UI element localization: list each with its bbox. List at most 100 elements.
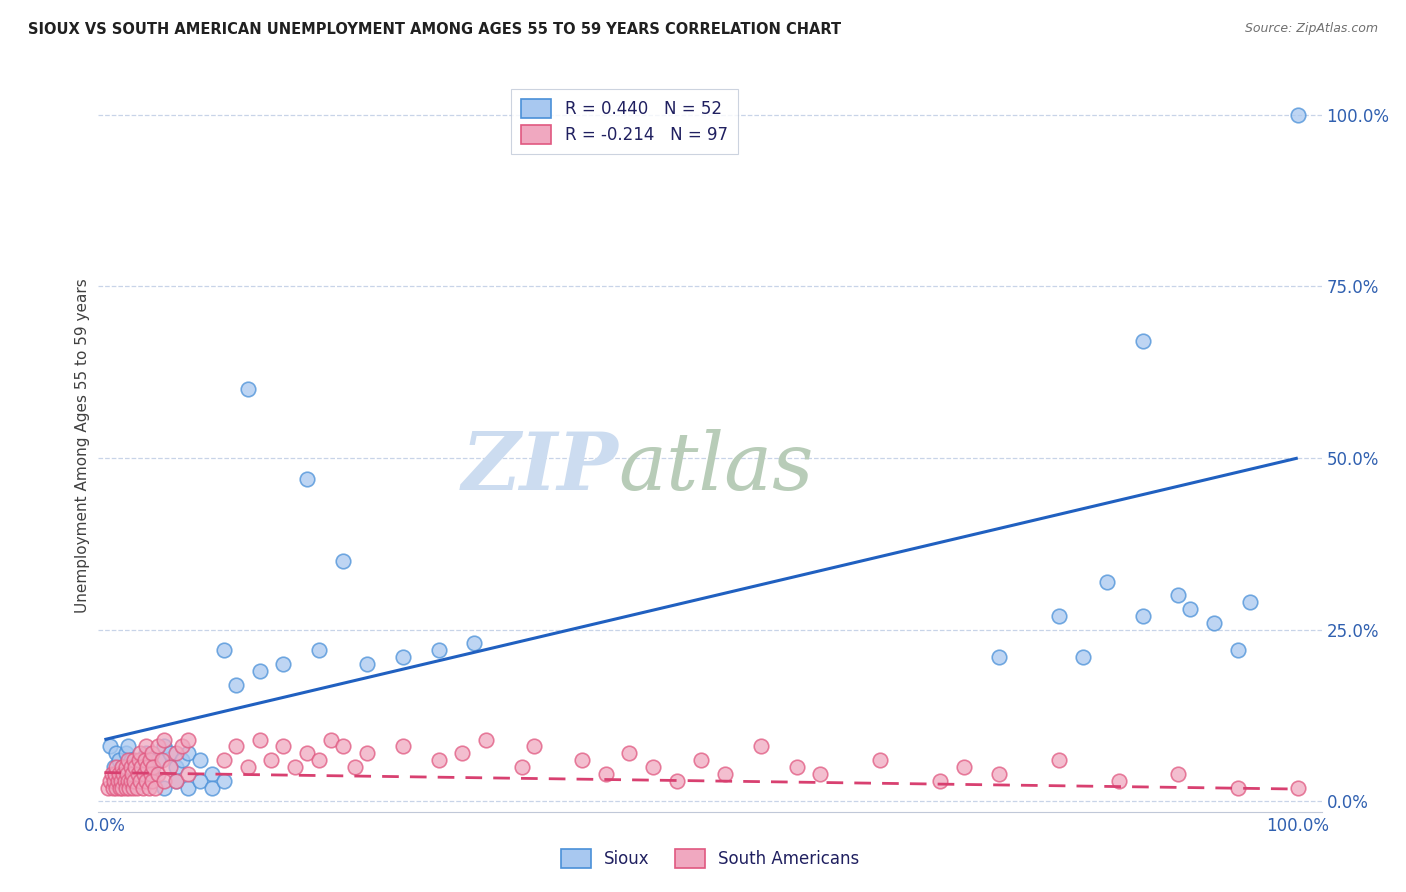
Point bbox=[225, 678, 247, 692]
Point bbox=[225, 739, 247, 754]
Point bbox=[138, 753, 160, 767]
Point bbox=[343, 760, 366, 774]
Point bbox=[141, 767, 163, 781]
Point bbox=[128, 753, 150, 767]
Point bbox=[135, 747, 157, 761]
Point bbox=[146, 739, 169, 754]
Point bbox=[1071, 650, 1094, 665]
Point bbox=[136, 760, 159, 774]
Point bbox=[120, 773, 142, 788]
Text: atlas: atlas bbox=[619, 429, 814, 507]
Point bbox=[98, 739, 121, 754]
Point bbox=[356, 747, 378, 761]
Point bbox=[118, 780, 141, 795]
Point bbox=[100, 767, 122, 781]
Point bbox=[988, 650, 1011, 665]
Text: SIOUX VS SOUTH AMERICAN UNEMPLOYMENT AMONG AGES 55 TO 59 YEARS CORRELATION CHART: SIOUX VS SOUTH AMERICAN UNEMPLOYMENT AMO… bbox=[28, 22, 841, 37]
Point bbox=[146, 753, 169, 767]
Point bbox=[115, 780, 138, 795]
Point bbox=[297, 472, 319, 486]
Point bbox=[107, 773, 129, 788]
Point bbox=[105, 780, 128, 795]
Point bbox=[153, 739, 176, 754]
Point bbox=[427, 753, 450, 767]
Point bbox=[666, 773, 689, 788]
Point bbox=[143, 780, 166, 795]
Point bbox=[391, 650, 413, 665]
Point bbox=[138, 780, 160, 795]
Point bbox=[117, 753, 139, 767]
Point bbox=[177, 767, 200, 781]
Point bbox=[131, 760, 153, 774]
Point bbox=[321, 732, 343, 747]
Point bbox=[122, 773, 145, 788]
Point bbox=[810, 767, 832, 781]
Point bbox=[135, 773, 157, 788]
Point bbox=[138, 760, 160, 774]
Point bbox=[117, 739, 139, 754]
Point bbox=[107, 767, 129, 781]
Point bbox=[273, 657, 295, 671]
Point bbox=[141, 747, 163, 761]
Point bbox=[165, 747, 187, 761]
Point bbox=[510, 760, 533, 774]
Point bbox=[273, 739, 295, 754]
Point bbox=[165, 773, 187, 788]
Point bbox=[1204, 615, 1226, 630]
Point bbox=[111, 760, 134, 774]
Text: Source: ZipAtlas.com: Source: ZipAtlas.com bbox=[1244, 22, 1378, 36]
Point bbox=[249, 732, 271, 747]
Point bbox=[1286, 780, 1309, 795]
Point bbox=[260, 753, 283, 767]
Point bbox=[1167, 588, 1189, 602]
Point bbox=[595, 767, 617, 781]
Point bbox=[690, 753, 713, 767]
Point bbox=[1180, 602, 1202, 616]
Point bbox=[749, 739, 772, 754]
Point bbox=[121, 767, 143, 781]
Point bbox=[159, 747, 181, 761]
Point bbox=[115, 767, 138, 781]
Point bbox=[451, 747, 474, 761]
Point bbox=[1227, 780, 1250, 795]
Point bbox=[107, 753, 129, 767]
Point bbox=[212, 643, 235, 657]
Point bbox=[928, 773, 950, 788]
Point bbox=[332, 739, 354, 754]
Point bbox=[869, 753, 891, 767]
Point bbox=[135, 739, 157, 754]
Point bbox=[150, 753, 173, 767]
Text: ZIP: ZIP bbox=[461, 429, 619, 507]
Point bbox=[236, 760, 259, 774]
Point bbox=[127, 767, 149, 781]
Point bbox=[463, 636, 485, 650]
Point bbox=[131, 780, 153, 795]
Point bbox=[427, 643, 450, 657]
Point bbox=[125, 780, 148, 795]
Point bbox=[105, 747, 128, 761]
Point bbox=[101, 780, 124, 795]
Point bbox=[132, 767, 155, 781]
Point bbox=[1095, 574, 1118, 589]
Point bbox=[103, 760, 125, 774]
Point bbox=[115, 760, 138, 774]
Point bbox=[153, 732, 176, 747]
Point bbox=[108, 780, 131, 795]
Point bbox=[308, 753, 330, 767]
Point bbox=[127, 767, 149, 781]
Point bbox=[111, 780, 134, 795]
Point bbox=[124, 760, 146, 774]
Point bbox=[177, 780, 200, 795]
Point bbox=[643, 760, 665, 774]
Point bbox=[134, 753, 156, 767]
Point bbox=[571, 753, 593, 767]
Point bbox=[1227, 643, 1250, 657]
Point bbox=[332, 554, 354, 568]
Point bbox=[117, 773, 139, 788]
Point bbox=[297, 747, 319, 761]
Point bbox=[188, 773, 211, 788]
Point bbox=[1047, 753, 1070, 767]
Point bbox=[120, 760, 142, 774]
Point bbox=[988, 767, 1011, 781]
Point bbox=[1132, 609, 1154, 624]
